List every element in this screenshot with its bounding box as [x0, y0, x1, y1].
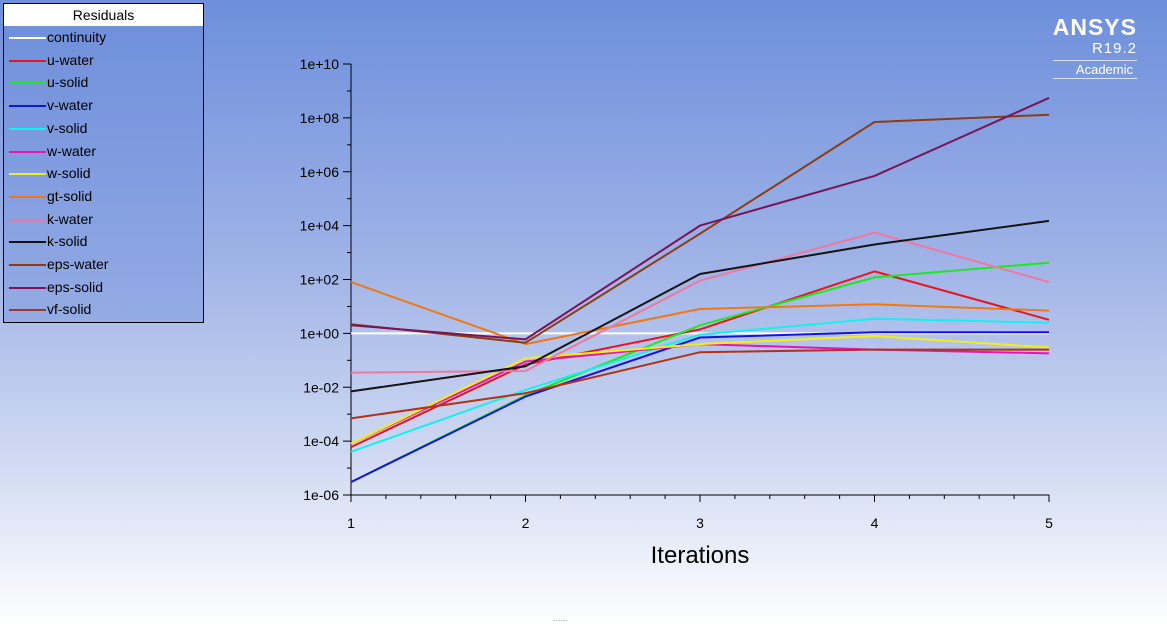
- legend-item-w-water: w-water: [4, 140, 203, 162]
- legend-item-w-solid: w-solid: [4, 162, 203, 184]
- series-line-eps-water: [350, 113, 1050, 344]
- brand-edition: Academic: [1052, 60, 1137, 79]
- legend-item-k-solid: k-solid: [4, 230, 203, 252]
- legend-swatch: [9, 150, 46, 153]
- legend-item-gt-solid: gt-solid: [4, 185, 203, 207]
- series-lines: [350, 96, 1050, 483]
- legend-swatch: [9, 173, 46, 176]
- y-tick-label: 1e+02: [300, 272, 340, 288]
- legend-label: v-water: [47, 97, 93, 114]
- legend-label: w-solid: [47, 165, 91, 182]
- y-tick-label: 1e+00: [300, 325, 340, 341]
- legend-swatch: [9, 127, 46, 130]
- resize-handle[interactable]: ......: [553, 613, 569, 623]
- x-tick-label: 2: [522, 515, 530, 531]
- legend-label: gt-solid: [47, 187, 93, 204]
- legend-label: k-water: [47, 210, 93, 227]
- y-tick-label: 1e+04: [300, 218, 340, 234]
- legend-label: eps-solid: [47, 278, 104, 295]
- legend-label: k-solid: [47, 233, 88, 250]
- legend-swatch: [9, 286, 46, 289]
- series-line-v-water: [350, 331, 1049, 483]
- y-tick-label: 1e-02: [303, 379, 339, 395]
- legend-body: continuity u-water u-solid v-water v-solid w-…: [4, 26, 203, 322]
- legend-label: v-solid: [47, 119, 88, 136]
- brand-version: R19.2: [1091, 40, 1137, 57]
- legend-label: vf-solid: [47, 301, 92, 318]
- legend-item-eps-solid: eps-solid: [4, 276, 203, 298]
- legend-item-u-solid: u-solid: [4, 71, 203, 93]
- x-axis-label: Iterations: [651, 542, 750, 569]
- legend-swatch: [9, 37, 46, 39]
- y-tick-label: 1e+08: [300, 110, 340, 126]
- legend-item-k-water: k-water: [4, 208, 203, 230]
- x-tick-label: 4: [871, 515, 879, 531]
- axes: 1e-06 1e-04 1e-02 1e+00 1e+02 1e+04 1e+06 1e+08…: [300, 56, 1053, 531]
- series-line-w-water: [350, 343, 1050, 445]
- legend-title: Residuals: [4, 4, 203, 27]
- series-line-k-water: [350, 231, 1050, 374]
- legend-label: w-water: [47, 142, 97, 159]
- legend-label: continuity: [47, 29, 107, 45]
- y-tick-label: 1e+10: [300, 56, 340, 72]
- legend-swatch: [9, 309, 46, 312]
- x-tick-label: 3: [696, 515, 704, 531]
- residuals-legend: Residuals continuity u-water u-solid v-wate…: [3, 3, 204, 323]
- ansys-logo: ANSYS R19.2 Academic: [1052, 14, 1137, 79]
- legend-label: u-water: [47, 51, 94, 68]
- legend-item-eps-water: eps-water: [4, 253, 203, 275]
- legend-item-vf-solid: vf-solid: [4, 298, 203, 320]
- legend-swatch: [9, 59, 46, 62]
- x-tick-label: 1: [347, 515, 355, 531]
- legend-swatch: [9, 241, 46, 244]
- legend-swatch: [9, 218, 46, 221]
- x-tick-label: 5: [1045, 515, 1053, 531]
- series-line-v-solid: [350, 317, 1050, 453]
- legend-label: eps-water: [47, 256, 109, 272]
- series-line-u-water: [350, 270, 1050, 449]
- y-tick-label: 1e+06: [300, 164, 340, 180]
- y-tick-label: 1e-04: [303, 433, 339, 449]
- legend-item-v-water: v-water: [4, 94, 203, 116]
- legend-item-v-solid: v-solid: [4, 117, 203, 139]
- legend-swatch: [9, 264, 46, 266]
- y-tick-label: 1e-06: [303, 487, 339, 503]
- series-line-gt-solid: [350, 281, 1050, 346]
- series-line-w-solid: [350, 335, 1050, 445]
- legend-label: u-solid: [47, 74, 89, 91]
- series-line-vf-solid: [350, 348, 1049, 420]
- brand-name: ANSYS: [1052, 14, 1137, 40]
- legend-swatch: [9, 105, 46, 108]
- legend-item-u-water: u-water: [4, 49, 203, 71]
- series-line-k-solid: [350, 219, 1050, 393]
- series-line-eps-solid: [350, 96, 1050, 341]
- legend-item-continuity: continuity: [4, 26, 203, 48]
- legend-swatch: [9, 195, 46, 198]
- legend-swatch: [9, 82, 46, 85]
